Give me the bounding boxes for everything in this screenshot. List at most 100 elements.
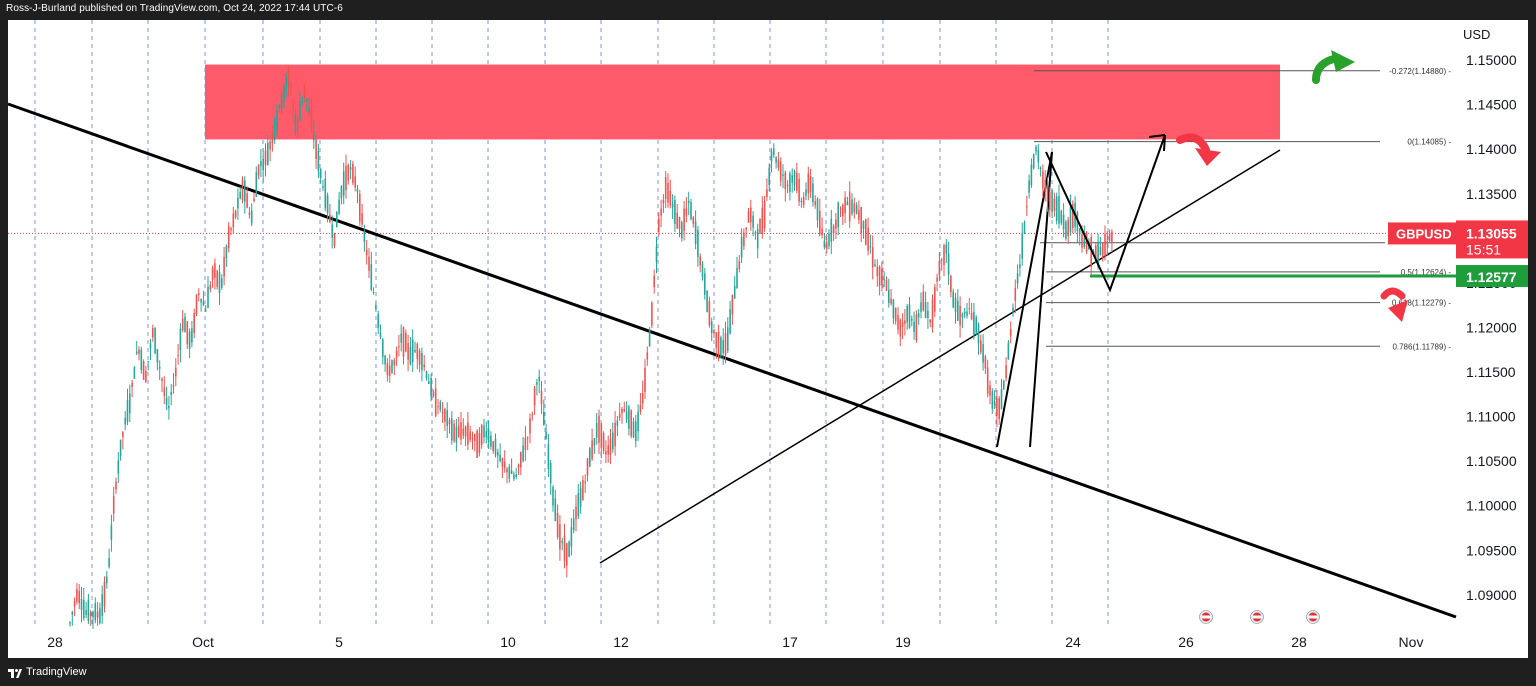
price-axis-tick: 1.10500 bbox=[1466, 453, 1517, 469]
candle-body bbox=[225, 245, 228, 258]
candle-body bbox=[214, 263, 216, 278]
candle-body bbox=[802, 196, 805, 205]
candle-body bbox=[296, 117, 299, 130]
candle-body bbox=[119, 439, 122, 457]
candle-body bbox=[462, 428, 465, 436]
candle-body bbox=[862, 221, 865, 230]
time-axis[interactable] bbox=[8, 626, 1456, 658]
candle-body bbox=[145, 371, 147, 382]
candle-body bbox=[874, 264, 876, 267]
price-axis-tick: 1.12000 bbox=[1466, 319, 1517, 335]
candle-body bbox=[480, 425, 483, 445]
candle-body bbox=[1058, 196, 1060, 224]
candle-body bbox=[559, 524, 561, 550]
candle-body bbox=[485, 431, 488, 438]
candle-body bbox=[103, 581, 106, 607]
candle-body bbox=[793, 170, 796, 186]
candle-body bbox=[816, 198, 819, 221]
candle-body bbox=[570, 527, 573, 547]
candle-body bbox=[554, 498, 557, 522]
time-axis-tick: 5 bbox=[335, 634, 343, 650]
candle-body bbox=[354, 176, 356, 188]
candle-body bbox=[87, 599, 90, 622]
candle-body bbox=[467, 422, 469, 445]
candle-body bbox=[283, 85, 285, 103]
price-axis-tick: 1.09500 bbox=[1466, 542, 1517, 558]
candle-body bbox=[791, 175, 793, 183]
candle-body bbox=[821, 228, 823, 236]
candle-body bbox=[1023, 222, 1026, 234]
candle-body bbox=[858, 210, 860, 220]
candle-body bbox=[940, 259, 943, 261]
candle-body bbox=[483, 425, 485, 438]
candle-body bbox=[720, 337, 722, 357]
candle-body bbox=[1030, 164, 1033, 186]
publisher-line: Ross-J-Burland published on TradingView.… bbox=[6, 3, 343, 14]
candle-body bbox=[262, 158, 264, 171]
candle-body bbox=[469, 431, 471, 441]
price-axis[interactable] bbox=[1456, 20, 1528, 626]
candle-body bbox=[83, 599, 85, 619]
candle-body bbox=[147, 360, 149, 362]
candle-body bbox=[267, 142, 269, 165]
candle-body bbox=[600, 423, 603, 448]
candle-body bbox=[690, 202, 692, 220]
currency-label: USD bbox=[1463, 27, 1490, 42]
candle-body bbox=[78, 590, 80, 604]
candle-body bbox=[510, 470, 513, 475]
candle-body bbox=[158, 366, 161, 369]
candle-body bbox=[531, 414, 534, 416]
candle-body bbox=[839, 208, 842, 210]
candle-body bbox=[506, 468, 508, 473]
time-axis-tick: Nov bbox=[1399, 634, 1424, 650]
candle-body bbox=[287, 69, 290, 88]
candle-body bbox=[809, 176, 812, 192]
candle-body bbox=[313, 131, 315, 141]
candle-body bbox=[1044, 179, 1046, 192]
candle-body bbox=[770, 151, 773, 162]
candle-body bbox=[319, 168, 322, 179]
candle-body bbox=[1055, 196, 1058, 222]
candle-body bbox=[952, 291, 954, 308]
candle-body bbox=[766, 189, 768, 197]
candle-body bbox=[533, 387, 536, 406]
candle-body bbox=[961, 314, 964, 317]
candle-body bbox=[786, 184, 789, 186]
candle-body bbox=[71, 611, 74, 615]
candle-body bbox=[552, 487, 554, 506]
candle-body bbox=[989, 385, 991, 396]
candle-body bbox=[899, 319, 902, 337]
candle-body bbox=[669, 190, 672, 206]
pattern-line bbox=[1029, 151, 1053, 448]
candle-body bbox=[1067, 219, 1069, 237]
candle-body bbox=[1035, 146, 1037, 152]
candle-body bbox=[977, 325, 980, 344]
candle-body bbox=[568, 541, 570, 558]
candle-body bbox=[446, 410, 448, 427]
candle-body bbox=[285, 78, 287, 91]
candle-body bbox=[922, 291, 925, 311]
resistance-zone bbox=[205, 64, 1280, 140]
time-axis-tick: 24 bbox=[1065, 634, 1081, 650]
candle-body bbox=[577, 493, 580, 517]
candle-body bbox=[966, 311, 968, 317]
candle-body bbox=[1000, 389, 1003, 409]
candle-body bbox=[630, 410, 632, 437]
candle-body bbox=[400, 333, 402, 343]
candle-body bbox=[934, 287, 936, 312]
candle-body bbox=[131, 382, 133, 387]
candle-body bbox=[195, 295, 198, 315]
pattern-line bbox=[996, 151, 1053, 448]
candle-body bbox=[315, 139, 317, 159]
candle-body bbox=[572, 518, 575, 531]
candle-body bbox=[694, 221, 697, 244]
candle-body bbox=[1014, 287, 1017, 301]
candle-body bbox=[331, 224, 333, 238]
candle-body bbox=[998, 398, 1000, 419]
candle-body bbox=[598, 415, 600, 443]
candle-body bbox=[993, 400, 996, 405]
candle-body bbox=[888, 289, 890, 304]
fib-level-label: 0(1.14085) - bbox=[1407, 138, 1451, 147]
candle-body bbox=[609, 438, 612, 455]
